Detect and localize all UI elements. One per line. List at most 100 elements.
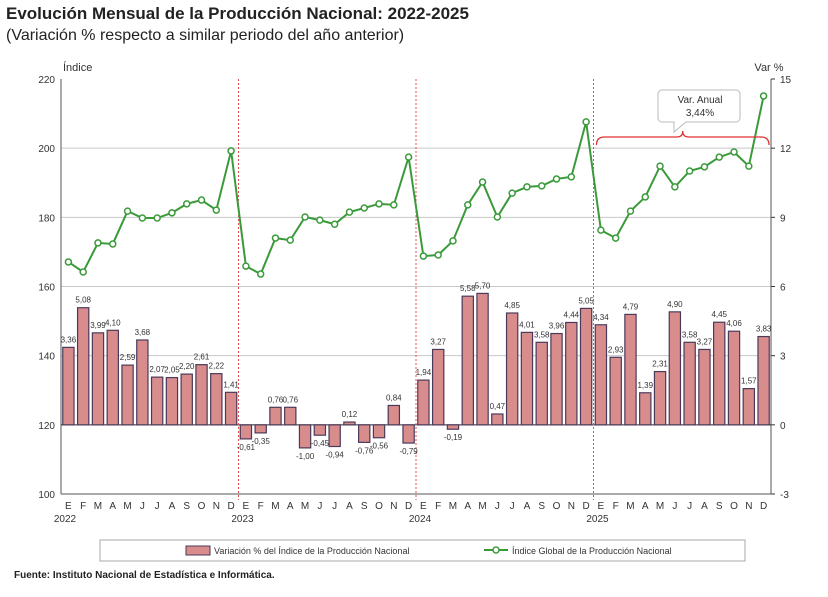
right-tick-label: 6 — [780, 283, 786, 294]
bar-data-label: -0,61 — [237, 443, 256, 452]
month-label: E — [420, 501, 427, 512]
bar — [372, 424, 386, 439]
month-label: A — [642, 501, 649, 512]
bar — [165, 376, 179, 426]
left-tick-label: 220 — [38, 75, 55, 86]
month-label: S — [716, 501, 723, 512]
month-label: E — [598, 501, 605, 512]
annual-bracket — [595, 130, 770, 146]
bar — [491, 413, 504, 426]
index-point — [390, 201, 398, 209]
bar-data-label: 2,07 — [149, 365, 165, 374]
left-tick-label: 160 — [38, 283, 55, 294]
bar — [579, 307, 593, 426]
index-point — [552, 175, 561, 183]
bar-data-label: 0,76 — [268, 395, 284, 404]
bar-data-label: 1,94 — [416, 368, 432, 377]
bar — [668, 311, 682, 426]
legend-box — [99, 539, 746, 562]
month-label: M — [626, 501, 634, 512]
index-point — [404, 153, 413, 161]
month-label: F — [258, 501, 264, 512]
bar-data-label: -0,94 — [326, 451, 345, 460]
right-tick-label: 0 — [780, 421, 786, 432]
month-label: E — [65, 501, 72, 512]
bar — [535, 341, 548, 426]
month-label: N — [213, 501, 220, 512]
bar-data-label: 4,90 — [667, 300, 683, 309]
month-label: F — [80, 501, 86, 512]
bar — [180, 373, 193, 426]
bar — [387, 404, 401, 426]
bar-data-label: 3,58 — [534, 330, 550, 339]
month-label: D — [582, 501, 589, 512]
bar-data-label: 0,84 — [386, 393, 402, 402]
index-point — [464, 201, 472, 209]
bar — [76, 307, 90, 426]
bar — [431, 348, 445, 426]
index-point — [301, 213, 309, 221]
chart-title: Evolución Mensual de la Producción Nacio… — [6, 4, 469, 23]
index-point — [153, 214, 161, 222]
bar — [195, 364, 208, 426]
bar-data-label: 0,76 — [282, 395, 298, 404]
bar-data-label: -0,45 — [311, 439, 330, 448]
bar — [239, 424, 253, 440]
legend-line-marker — [492, 546, 500, 554]
index-point — [64, 258, 73, 266]
bar-data-label: 3,96 — [549, 322, 565, 331]
index-point — [212, 206, 221, 214]
month-label: M — [656, 501, 664, 512]
left-axis-label: Índice — [63, 61, 92, 74]
month-label: M — [478, 501, 486, 512]
month-label: M — [301, 501, 309, 512]
bar — [254, 424, 267, 434]
bar-data-label: 4,85 — [504, 301, 520, 310]
index-point — [508, 189, 516, 197]
month-label: O — [198, 501, 206, 512]
index-point — [567, 173, 576, 181]
right-tick-label: -3 — [780, 490, 789, 501]
year-label: 2022 — [54, 514, 77, 525]
bar-data-label: 3,36 — [61, 335, 77, 344]
index-point — [286, 236, 295, 244]
index-point — [419, 252, 428, 260]
bar — [742, 388, 756, 426]
left-tick-label: 140 — [38, 352, 55, 363]
month-label: J — [332, 501, 337, 512]
index-point — [685, 167, 694, 175]
bar — [284, 406, 297, 426]
bar-data-label: -0,79 — [399, 447, 418, 456]
bar-data-label: 4,34 — [593, 313, 609, 322]
month-label: S — [361, 501, 368, 512]
bar-data-label: 4,79 — [623, 302, 639, 311]
bar-data-label: 5,08 — [75, 296, 91, 305]
month-label: E — [243, 501, 250, 512]
bar-data-label: 1,41 — [223, 380, 239, 389]
index-point — [656, 162, 664, 170]
month-label: S — [183, 501, 190, 512]
bar-data-label: 5,70 — [475, 281, 491, 290]
index-point — [478, 178, 487, 186]
index-point — [700, 163, 709, 171]
bar-data-label: 5,05 — [578, 296, 594, 305]
bar-data-label: 2,20 — [179, 362, 195, 371]
index-point — [715, 153, 723, 161]
bar-data-label: 1,39 — [637, 381, 653, 390]
month-label: M — [271, 501, 279, 512]
month-label: N — [745, 501, 752, 512]
month-label: J — [317, 501, 322, 512]
bar-data-label: 0,12 — [342, 410, 358, 419]
bar — [269, 406, 282, 426]
index-point — [582, 118, 590, 126]
bar — [298, 424, 312, 449]
index-point — [79, 268, 87, 276]
month-label: D — [760, 501, 767, 512]
month-label: M — [94, 501, 102, 512]
index-point — [197, 196, 206, 204]
left-tick-label: 200 — [38, 144, 55, 155]
bar — [224, 391, 238, 426]
month-label: J — [155, 501, 160, 512]
annotation-callout — [657, 89, 741, 134]
